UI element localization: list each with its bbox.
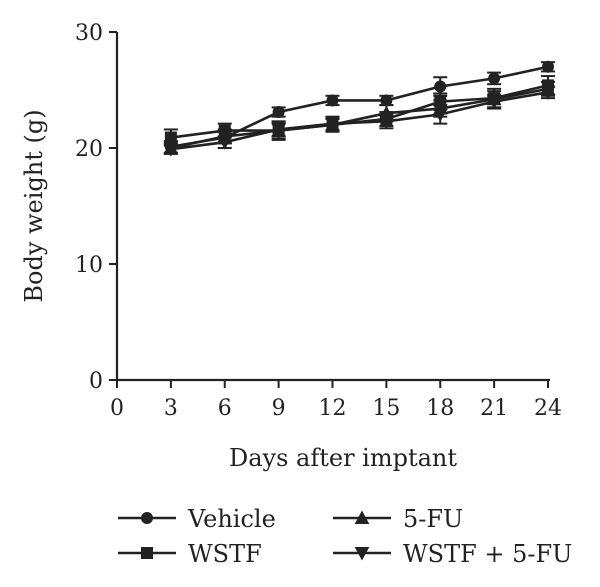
data-point [379, 115, 394, 129]
x-axis-title: Days after imptant [229, 444, 457, 472]
data-point [540, 86, 556, 100]
data-point [434, 80, 447, 93]
legend-marker [141, 512, 153, 524]
data-point [217, 136, 233, 150]
series-wstf-5-fu [163, 85, 556, 157]
legend-label: WSTF + 5-FU [403, 540, 572, 568]
data-point [271, 123, 286, 137]
data-point [488, 72, 501, 85]
series-line [170, 65, 549, 149]
x-tick-label: 24 [534, 396, 562, 421]
y-tick-label: 0 [89, 369, 103, 394]
legend-item: WSTF [118, 540, 262, 568]
data-point [432, 108, 448, 122]
x-tick-label: 15 [372, 396, 400, 421]
series-line [170, 91, 549, 151]
legend-label: WSTF [188, 540, 262, 568]
legend-marker [354, 547, 370, 561]
y-tick-label: 10 [75, 253, 103, 278]
series-layer [163, 60, 556, 157]
legend-item: 5-FU [333, 505, 463, 533]
x-tick-label: 6 [218, 396, 232, 421]
legend-label: Vehicle [187, 505, 276, 533]
y-axis-title: Body weight (g) [20, 109, 48, 302]
x-tick-label: 3 [164, 396, 178, 421]
y-tick-label: 30 [75, 21, 103, 46]
legend-item: WSTF + 5-FU [333, 540, 572, 568]
legend-label: 5-FU [403, 505, 463, 533]
legend: Vehicle WSTF 5-FU WSTF + 5-FU [118, 505, 572, 568]
data-point [326, 94, 339, 107]
legend-marker [354, 510, 370, 524]
data-point [163, 143, 179, 157]
data-point [272, 106, 285, 119]
y-tick-label: 20 [75, 137, 103, 162]
series-line [170, 87, 549, 150]
x-tick-label: 18 [426, 396, 454, 421]
legend-marker [141, 547, 153, 559]
axes [115, 32, 550, 382]
data-point [542, 60, 554, 73]
ticks: 0 10 20 30 0 3 6 9 12 15 18 21 24 [75, 21, 562, 421]
x-tick-label: 0 [110, 396, 124, 421]
data-point [325, 117, 340, 132]
data-point [486, 95, 502, 110]
legend-item: Vehicle [118, 505, 276, 533]
x-tick-label: 21 [480, 396, 508, 421]
x-tick-label: 9 [272, 396, 286, 421]
x-tick-label: 12 [319, 396, 347, 421]
